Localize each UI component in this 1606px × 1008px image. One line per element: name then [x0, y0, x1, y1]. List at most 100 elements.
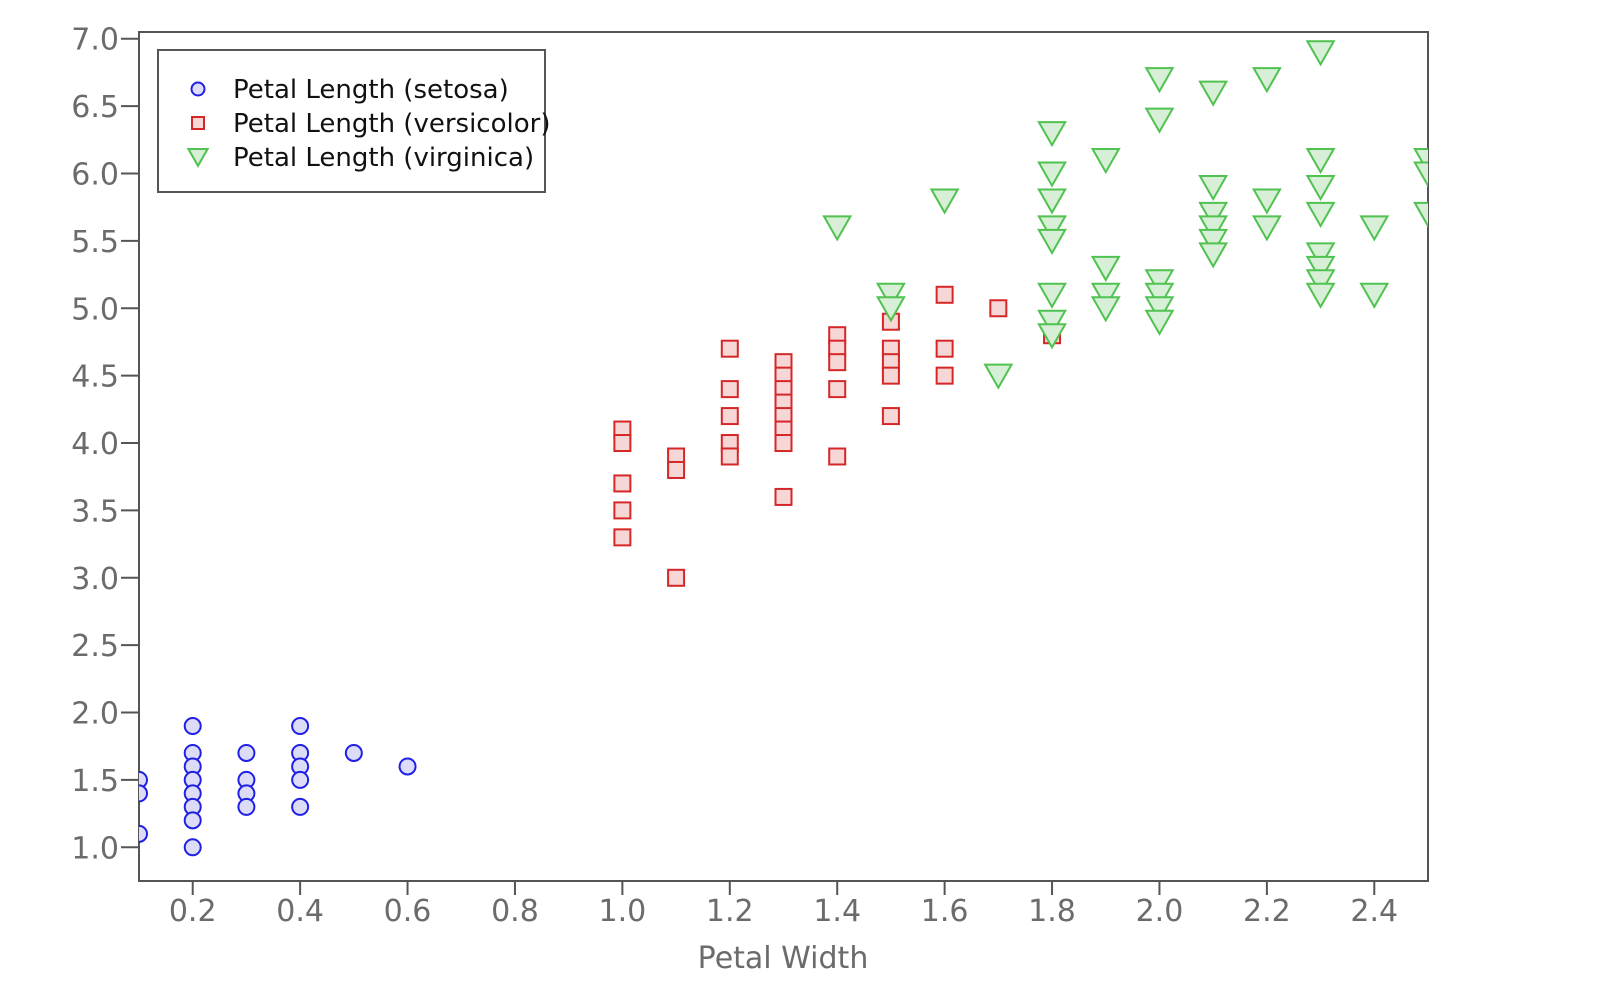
- versicolor-point: [667, 568, 686, 587]
- setosa-point: [183, 838, 202, 857]
- legend-label: Petal Length (setosa): [233, 75, 509, 105]
- virginica-point: [1305, 148, 1336, 175]
- setosa-point: [183, 811, 202, 830]
- x-tick-label: 1.6: [921, 894, 969, 929]
- versicolor-point: [828, 353, 847, 372]
- x-axis-title: Petal Width: [698, 941, 869, 976]
- virginica-point: [1198, 174, 1229, 202]
- versicolor-point: [613, 474, 632, 493]
- legend-label: Petal Length (virginica): [233, 143, 534, 173]
- setosa-point: [139, 770, 148, 789]
- virginica-point: [1144, 296, 1175, 323]
- versicolor-point: [774, 434, 793, 453]
- virginica-point: [1037, 121, 1067, 148]
- y-tick-label: 5.0: [71, 292, 119, 327]
- setosa-point: [183, 717, 202, 736]
- versicolor-point: [667, 460, 686, 479]
- x-tick-label: 2.2: [1243, 894, 1291, 929]
- x-tick-label: 1.8: [1028, 894, 1076, 929]
- virginica-point: [875, 282, 906, 309]
- versicolor-point: [828, 380, 847, 399]
- virginica-point: [1198, 201, 1229, 229]
- x-tick-label: 2.0: [1136, 894, 1184, 929]
- versicolor-point: [828, 447, 847, 466]
- versicolor-point: [613, 528, 632, 547]
- setosa-point: [344, 743, 363, 762]
- legend-marker-3: [186, 148, 210, 168]
- virginica-point: [1413, 161, 1428, 188]
- y-tick-label: 7.0: [71, 23, 119, 58]
- virginica-point: [1090, 148, 1121, 175]
- virginica-point: [1305, 174, 1336, 202]
- virginica-point: [1305, 242, 1336, 269]
- y-tick-label: 6.0: [71, 158, 119, 193]
- versicolor-point: [935, 285, 954, 304]
- setosa-point: [291, 770, 310, 789]
- versicolor-point: [720, 447, 739, 466]
- y-tick-label: 1.5: [71, 764, 119, 799]
- y-tick-label: 2.0: [71, 697, 119, 732]
- virginica-point: [929, 188, 960, 215]
- versicolor-point: [774, 487, 793, 506]
- data-points: [139, 40, 1428, 857]
- virginica-point: [1144, 309, 1175, 336]
- virginica-point: [1090, 296, 1121, 323]
- versicolor-point: [613, 501, 632, 520]
- virginica-point: [1037, 188, 1067, 215]
- virginica-point: [1198, 215, 1229, 242]
- versicolor-point: [720, 339, 739, 358]
- virginica-point: [1251, 215, 1282, 242]
- x-axis: 0.2 0.4 0.6 0.8 1.0 1.2 1.4 1.6 1.8 2.0 2.2 2.4: [169, 881, 1398, 929]
- virginica-point: [1144, 269, 1175, 296]
- y-tick-label: 4.0: [71, 427, 119, 462]
- versicolor-point: [935, 366, 954, 385]
- y-axis: 1.0 1.5 2.0 2.5 3.0 3.5 4.0 4.5 5.0 5.5 6.0 6.5 7.0: [71, 23, 139, 866]
- legend-box: [157, 49, 546, 193]
- versicolor-point: [881, 366, 900, 385]
- x-tick-label: 0.8: [491, 894, 539, 929]
- x-tick-label: 0.4: [276, 894, 324, 929]
- y-tick-label: 5.5: [71, 225, 119, 260]
- virginica-point: [1198, 228, 1229, 255]
- setosa-point: [139, 784, 148, 803]
- setosa-point: [291, 797, 310, 816]
- virginica-point: [1413, 201, 1428, 229]
- legend-marker-2: [191, 116, 205, 130]
- virginica-point: [1090, 255, 1121, 282]
- virginica-point: [1251, 67, 1282, 94]
- virginica-point: [983, 363, 1014, 390]
- virginica-point: [1413, 148, 1428, 175]
- virginica-point: [1305, 282, 1336, 309]
- setosa-point: [398, 757, 417, 776]
- y-tick-label: 3.0: [71, 562, 119, 597]
- versicolor-point: [935, 339, 954, 358]
- x-tick-label: 2.4: [1350, 894, 1398, 929]
- virginica-point: [1251, 188, 1282, 215]
- setosa-point: [237, 797, 256, 816]
- setosa-point: [291, 717, 310, 736]
- y-tick-label: 1.0: [71, 831, 119, 866]
- versicolor-point: [989, 299, 1008, 318]
- versicolor-point: [881, 407, 900, 426]
- virginica-point: [1305, 40, 1336, 67]
- virginica-point: [1037, 282, 1067, 309]
- virginica-point: [1037, 323, 1067, 350]
- legend-label: Petal Length (versicolor): [233, 109, 550, 139]
- virginica-point: [1037, 215, 1067, 242]
- virginica-point: [875, 296, 906, 323]
- versicolor-point: [613, 434, 632, 453]
- x-tick-label: 0.2: [169, 894, 217, 929]
- setosa-point: [237, 743, 256, 762]
- virginica-point: [1144, 282, 1175, 309]
- y-tick-label: 3.5: [71, 494, 119, 529]
- virginica-point: [1359, 282, 1390, 309]
- setosa-point: [139, 824, 148, 843]
- y-tick-label: 6.5: [71, 90, 119, 125]
- virginica-point: [1037, 309, 1067, 336]
- y-tick-label: 2.5: [71, 629, 119, 664]
- y-tick-label: 4.5: [71, 360, 119, 395]
- virginica-point: [1144, 107, 1175, 134]
- legend: Petal Length (setosa) Petal Length (versi…: [157, 49, 550, 193]
